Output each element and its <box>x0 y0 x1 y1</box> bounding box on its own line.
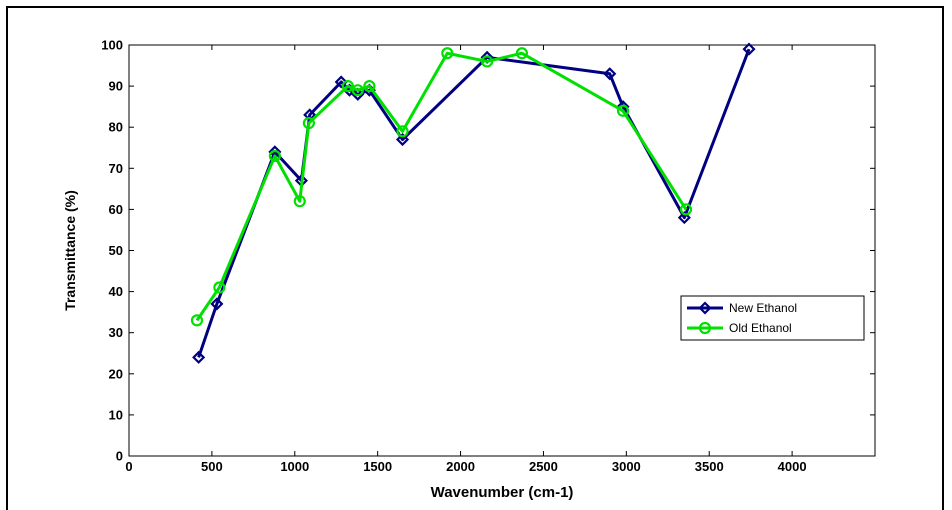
data-point <box>334 75 348 89</box>
x-tick-label: 0 <box>125 459 132 474</box>
series-old-ethanol <box>190 47 693 327</box>
data-point <box>341 79 354 93</box>
x-tick-label: 1500 <box>363 459 392 474</box>
x-tick-label: 3000 <box>612 459 641 474</box>
y-tick-label: 50 <box>109 243 123 258</box>
legend-marker <box>698 301 712 315</box>
data-point <box>515 47 528 60</box>
x-tick-label: 2500 <box>529 459 558 474</box>
data-point <box>480 55 494 68</box>
data-point <box>303 108 317 122</box>
y-tick-label: 40 <box>109 284 123 299</box>
y-tick-label: 30 <box>109 325 123 340</box>
legend-entry: Old Ethanol <box>687 321 792 335</box>
y-tick-label: 70 <box>109 161 123 176</box>
x-tick-label: 2000 <box>446 459 475 474</box>
y-tick-label: 60 <box>109 202 123 217</box>
figure-frame <box>6 6 944 510</box>
x-axis-label: Wavenumber (cm-1) <box>431 484 574 501</box>
data-point <box>616 104 630 117</box>
y-tick-label: 80 <box>109 120 123 135</box>
data-point <box>603 67 617 81</box>
legend-label: New Ethanol <box>729 301 797 315</box>
y-tick-label: 90 <box>109 79 123 94</box>
data-point <box>351 84 364 97</box>
legend-entry: New Ethanol <box>687 301 797 315</box>
data-point <box>302 116 315 130</box>
plot-area <box>128 44 876 457</box>
data-point <box>679 203 693 216</box>
x-tick-label: 1000 <box>280 459 309 474</box>
data-point <box>396 125 409 138</box>
y-tick-label: 0 <box>116 449 123 464</box>
data-point <box>190 314 204 327</box>
x-axis: 0 500 1000 1500 2000 2500 3000 3500 4000 <box>125 45 807 474</box>
data-point <box>677 211 691 225</box>
data-point <box>268 149 281 163</box>
data-point <box>441 47 454 60</box>
data-point <box>395 132 410 147</box>
x-tick-label: 500 <box>201 459 223 474</box>
y-axis: 0 10 20 30 40 50 60 70 80 90 100 <box>101 38 875 464</box>
data-point <box>363 79 376 93</box>
y-tick-label: 100 <box>101 38 123 53</box>
legend: New Ethanol Old Ethanol <box>680 295 865 341</box>
y-tick-label: 10 <box>109 407 123 422</box>
data-point <box>192 350 206 364</box>
data-point <box>210 297 224 311</box>
data-point <box>742 42 756 56</box>
y-axis-label: Transmittance (%) <box>62 190 78 311</box>
y-tick-label: 20 <box>109 366 123 381</box>
x-tick-label: 4000 <box>778 459 807 474</box>
series-layer <box>190 42 756 364</box>
legend-marker <box>698 321 712 335</box>
data-point <box>213 281 226 294</box>
x-tick-label: 3500 <box>695 459 724 474</box>
data-point <box>293 195 306 208</box>
legend-label: Old Ethanol <box>729 321 792 335</box>
legend-box <box>680 295 865 341</box>
